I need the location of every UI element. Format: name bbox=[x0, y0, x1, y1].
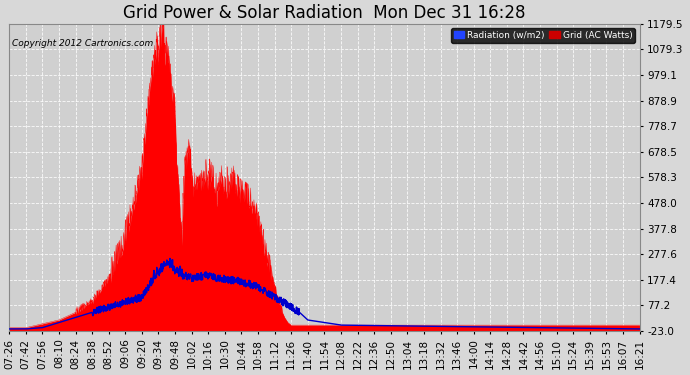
Legend: Radiation (w/m2), Grid (AC Watts): Radiation (w/m2), Grid (AC Watts) bbox=[451, 28, 635, 43]
Title: Grid Power & Solar Radiation  Mon Dec 31 16:28: Grid Power & Solar Radiation Mon Dec 31 … bbox=[123, 4, 526, 22]
Text: Copyright 2012 Cartronics.com: Copyright 2012 Cartronics.com bbox=[12, 39, 154, 48]
